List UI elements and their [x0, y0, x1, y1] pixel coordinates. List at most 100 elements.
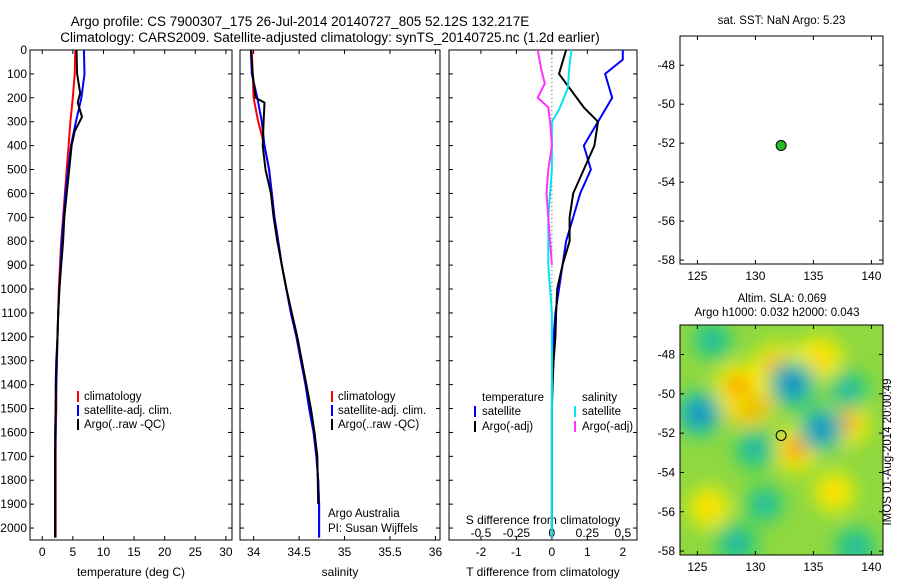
imos-date-label: IMOS 01-Aug-2014 20:00:49: [882, 378, 894, 525]
heatmap-blob-core: [744, 437, 767, 460]
salinity-series-3: [249, 49, 320, 505]
top-tick-label: 0.5: [614, 526, 631, 540]
y-tick-label: 1300: [0, 354, 27, 368]
legend-title-salinity: salinity: [582, 392, 617, 404]
differences-panel: -2 -1 0 1 2 T difference from climatology -0.5…: [448, 49, 638, 579]
figure-title-line2: Climatology: CARS2009. Satellite-adjuste…: [60, 30, 600, 45]
y-tick-label: 700: [7, 210, 27, 224]
y-tick-label: -48: [658, 58, 676, 72]
sla-map-panel: -48 -50 -52 -54 -56 -58 125 130 135 140 Altim. SLA…: [658, 293, 894, 574]
heatmap-blob-core: [726, 374, 750, 398]
y-tick-label: 1600: [0, 425, 27, 439]
legend-label: climatology: [84, 391, 142, 403]
salinity-series-2: [249, 49, 321, 538]
legend-title-temperature: temperature: [482, 392, 544, 404]
sst-map-panel: -48 -50 -52 -54 -56 -58 125 130 135 140 sat. SST: …: [658, 15, 884, 283]
y-tick-label: 1500: [0, 402, 27, 416]
x-tick-label: 34.5: [287, 545, 311, 559]
y-tick-label: 1900: [0, 497, 27, 511]
figure-title-line1: Argo profile: CS 7900307_175 26-Jul-2014…: [71, 14, 530, 29]
x-axis-label: salinity: [322, 565, 359, 579]
temperature-panel: 0100200300400500600700800900100011001200…: [0, 43, 233, 579]
differences-series-3: [547, 49, 573, 538]
x-tick-label: 10: [97, 545, 111, 559]
legend-label: Argo(..raw -QC): [338, 419, 419, 431]
y-tick-label: -48: [658, 347, 676, 361]
y-tick-label: 1700: [0, 449, 27, 463]
heatmap-blob-core: [837, 379, 859, 401]
y-tick-label: -54: [658, 465, 676, 479]
y-tick-label: -50: [658, 387, 676, 401]
salinity-panel: 34 34.5 35 35.5 36 salinity climatology satelli…: [239, 49, 442, 579]
heatmap-blob-core: [809, 417, 834, 441]
top-tick-label: -0.25: [503, 526, 531, 540]
temperature-series-3: [54, 49, 83, 538]
legend-label: satellite-adj. clim.: [84, 405, 172, 417]
top-axis-label: S difference from climatology: [466, 513, 621, 527]
sla-map-title: Altim. SLA: 0.069: [738, 293, 827, 305]
legend-label: satellite: [582, 406, 621, 418]
x-axis-label: temperature (deg C): [77, 565, 185, 579]
y-tick-label: -58: [658, 253, 676, 267]
y-tick-label: 1000: [0, 282, 27, 296]
sla-map-subtitle: Argo h1000: 0.032 h2000: 0.043: [695, 307, 860, 319]
x-tick-label: 0: [549, 545, 556, 559]
heatmap-blob-core: [844, 536, 866, 555]
y-tick-label: 400: [7, 139, 27, 153]
y-tick-label: 1800: [0, 473, 27, 487]
x-tick-label: 15: [127, 545, 141, 559]
x-tick-label: -2: [476, 545, 487, 559]
argo-position-marker: [775, 140, 787, 152]
x-tick-label: 25: [189, 545, 203, 559]
heatmap-blob-core: [725, 532, 748, 555]
heatmap-blobs: [680, 325, 877, 555]
x-tick-label: 30: [219, 545, 233, 559]
y-tick-label: 300: [7, 115, 27, 129]
x-tick-label: 20: [158, 545, 172, 559]
legend-label: satellite: [482, 406, 521, 418]
top-tick-label: -0.5: [471, 526, 492, 540]
temperature-frame: [29, 49, 233, 541]
heatmap-blob-core: [702, 330, 723, 351]
y-tick-label: 1400: [0, 378, 27, 392]
y-tick-label: 2000: [0, 521, 27, 535]
differences-frame: [448, 49, 638, 541]
y-tick-label: -56: [658, 214, 676, 228]
x-tick-label: 0: [39, 545, 46, 559]
y-tick-label: -50: [658, 97, 676, 111]
y-tick-label: 800: [7, 234, 27, 248]
legend-label: climatology: [338, 391, 396, 403]
x-tick-label: 2: [619, 545, 626, 559]
heatmap-blob-core: [809, 347, 832, 370]
differences-series-1: [550, 50, 624, 538]
x-tick-label: 35.5: [378, 545, 402, 559]
x-axis-label: T difference from climatology: [466, 565, 620, 579]
heatmap-blob-core: [780, 371, 805, 397]
differences-series-2: [550, 49, 599, 538]
y-tick-label: 500: [7, 163, 27, 177]
heatmap-blob-core: [754, 494, 775, 514]
x-tick-label: 5: [70, 545, 77, 559]
x-tick-label: 140: [861, 560, 881, 574]
y-tick-label: 600: [7, 186, 27, 200]
y-tick-label: -52: [658, 136, 676, 150]
y-tick-label: 1200: [0, 330, 27, 344]
x-tick-label: 125: [687, 560, 707, 574]
argo-position-marker: [775, 429, 787, 441]
annotation-line2: PI: Susan Wijffels: [328, 523, 418, 535]
y-tick-label: -56: [658, 505, 676, 519]
legend-label: Argo(-adj): [582, 421, 633, 433]
x-tick-label: 34: [247, 545, 261, 559]
legend-label: Argo(-adj): [482, 421, 533, 433]
x-tick-label: 135: [803, 560, 823, 574]
y-tick-label: 900: [7, 258, 27, 272]
y-tick-label: 0: [20, 43, 27, 57]
y-tick-label: 100: [7, 67, 27, 81]
sla-map-frame: [679, 324, 884, 556]
legend-label: Argo(..raw -QC): [84, 419, 165, 431]
annotation-line1: Argo Australia: [328, 508, 400, 520]
y-tick-label: 200: [7, 91, 27, 105]
y-tick-label: -52: [658, 426, 676, 440]
heatmap-field: [680, 325, 883, 555]
